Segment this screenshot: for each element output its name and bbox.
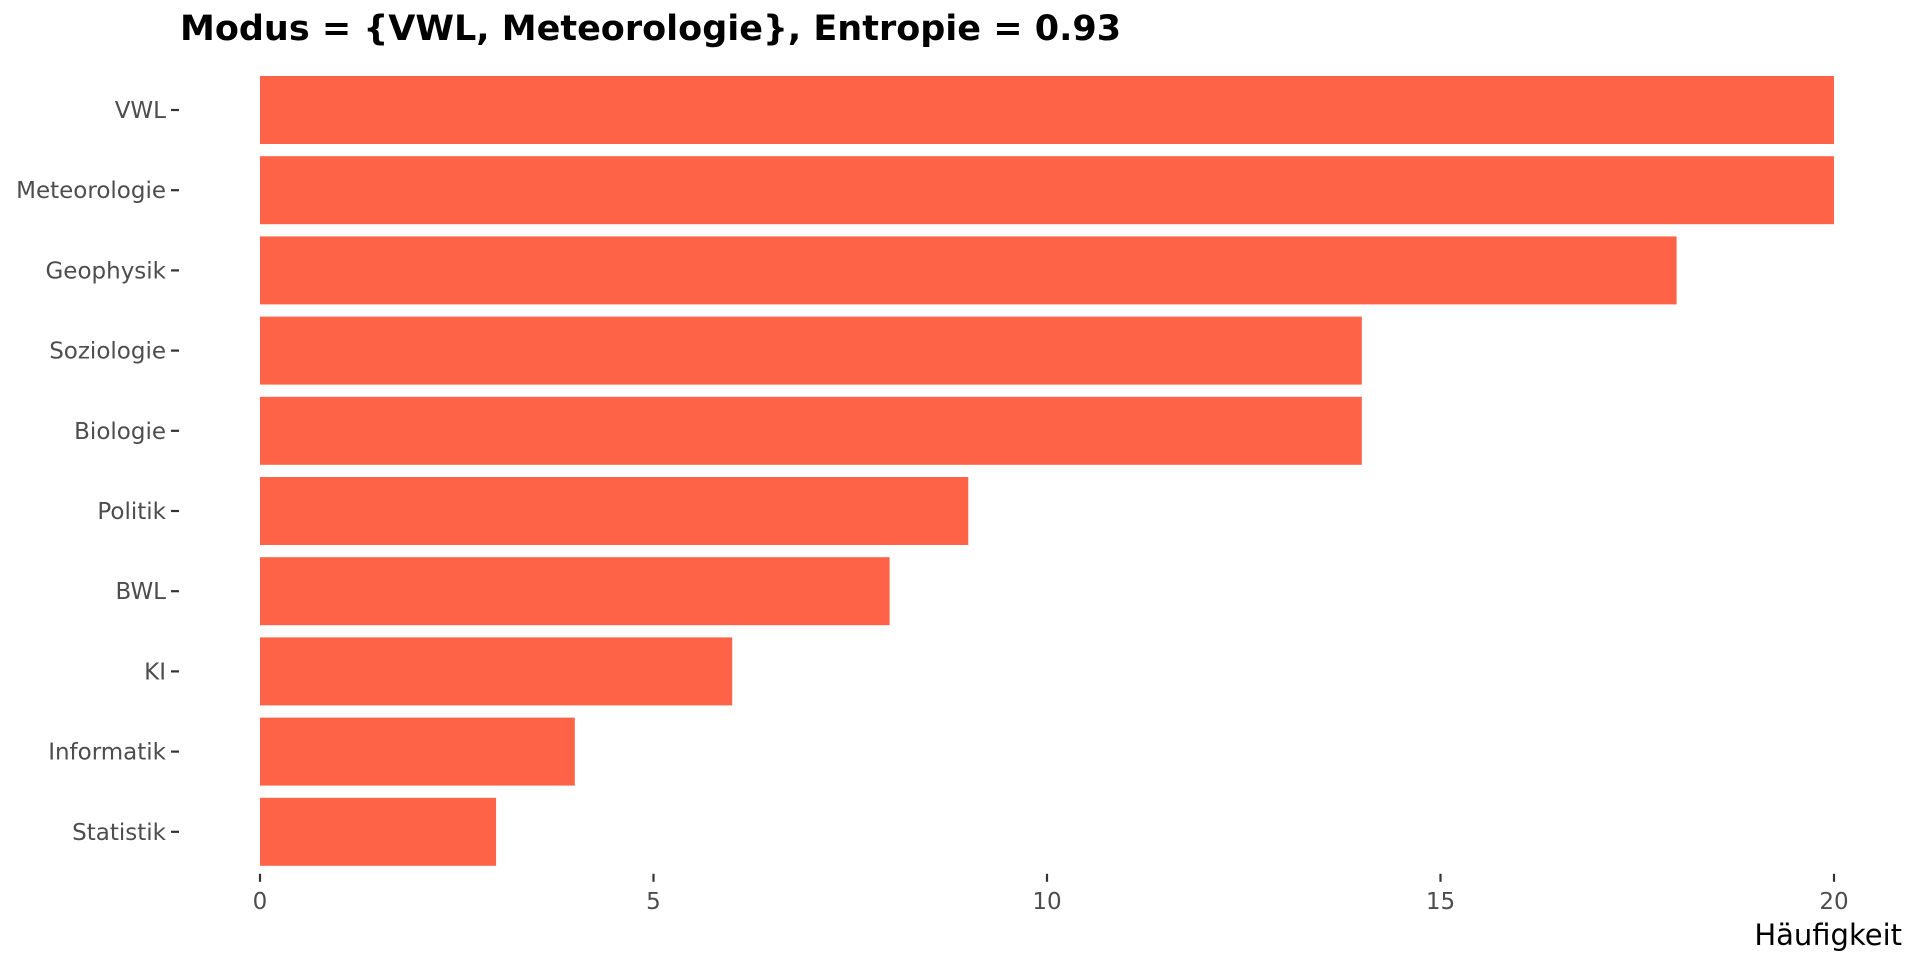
y-tick-label-biologie: Biologie	[74, 419, 166, 445]
chart-title: Modus = {VWL, Meteorologie}, Entropie = …	[180, 9, 1121, 49]
x-tick-label-0: 0	[253, 889, 268, 915]
x-tick-label-5: 5	[646, 889, 661, 915]
x-tick-label-10: 10	[1032, 889, 1061, 915]
y-tick-label-statistik: Statistik	[72, 820, 167, 846]
y-tick-label-informatik: Informatik	[48, 740, 166, 766]
y-tick-label-meteorologie: Meteorologie	[16, 178, 166, 204]
bars-layer	[260, 76, 1834, 866]
y-tick-label-bwl: BWL	[115, 579, 166, 605]
bar-biologie	[260, 396, 1362, 465]
x-axis-title: Häufigkeit	[1754, 918, 1902, 952]
bar-ki	[260, 637, 733, 706]
x-axis: 0 5 10 15 20	[253, 873, 1849, 915]
bar-statistik	[260, 797, 497, 866]
bar-soziologie	[260, 316, 1362, 385]
bar-informatik	[260, 717, 575, 786]
bar-politik	[260, 477, 969, 545]
y-tick-label-ki: KI	[144, 659, 166, 685]
y-tick-label-soziologie: Soziologie	[49, 339, 166, 365]
y-tick-label-geophysik: Geophysik	[45, 258, 166, 284]
bar-geophysik	[260, 236, 1677, 305]
bar-meteorologie	[260, 156, 1834, 225]
bar-vwl	[260, 76, 1834, 144]
x-tick-label-15: 15	[1426, 889, 1455, 915]
y-axis: VWL Meteorologie Geophysik Soziologie Biolog…	[16, 98, 179, 846]
bar-bwl	[260, 557, 890, 626]
y-tick-label-vwl: VWL	[115, 98, 166, 124]
y-tick-label-politik: Politik	[97, 499, 166, 525]
x-tick-label-20: 20	[1819, 889, 1848, 915]
